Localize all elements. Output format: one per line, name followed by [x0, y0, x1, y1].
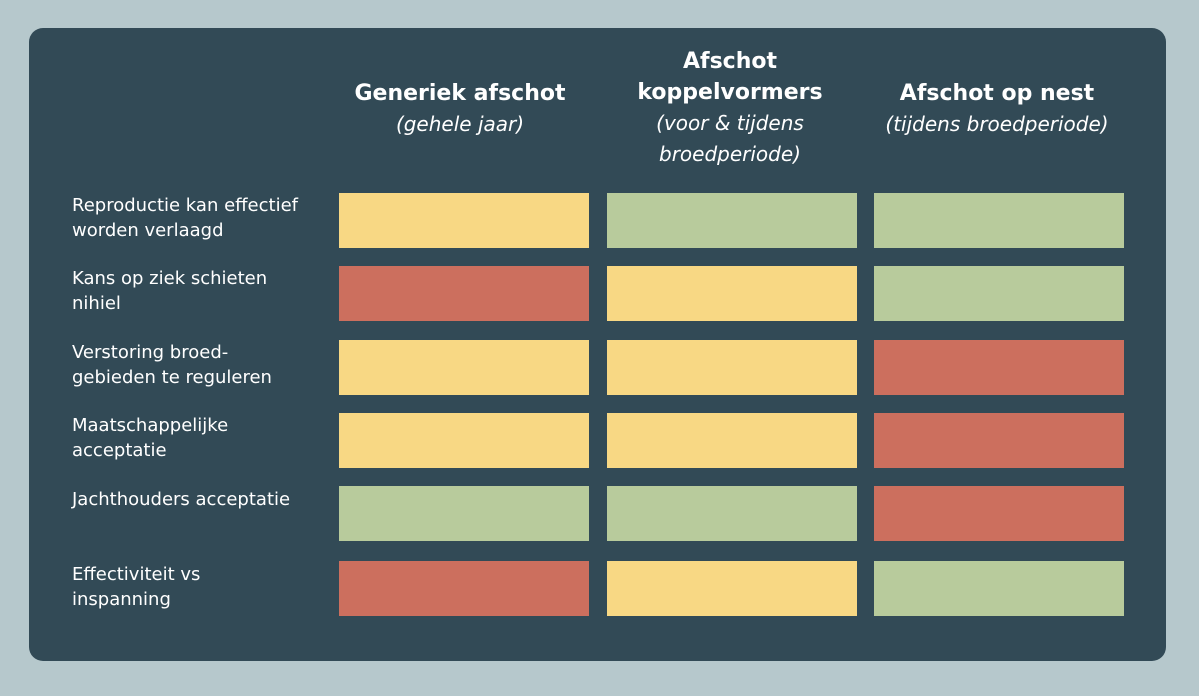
rating-cell-green [339, 486, 589, 541]
row-label: Maatschappelijke acceptatie [72, 415, 229, 461]
rating-cell-yellow [339, 413, 589, 468]
column-title: Afschot op nest [899, 81, 1095, 106]
column-subtitle: (voor & tijdens broedperiode) [656, 111, 804, 166]
rating-cell-green [874, 561, 1124, 616]
row-label: Reproductie kan effectief worden verlaag… [72, 195, 298, 241]
column-title: Generiek afschot [354, 81, 566, 106]
row-label: Kans op ziek schieten nihiel [72, 268, 268, 314]
column-subtitle: (gehele jaar) [395, 112, 525, 136]
rating-cell-yellow [339, 193, 589, 248]
row-label: Effectiviteit vs inspanning [72, 564, 201, 610]
rating-cell-red [874, 340, 1124, 395]
column-title: Afschot koppelvormers [637, 49, 823, 105]
rating-cell-red [339, 561, 589, 616]
rating-cell-yellow [607, 340, 857, 395]
rating-cell-yellow [607, 413, 857, 468]
column-header-koppelvormers: Afschot koppelvormers (voor & tijdens br… [605, 46, 855, 170]
rating-cell-green [874, 193, 1124, 248]
rating-cell-yellow [607, 561, 857, 616]
rating-cell-green [607, 486, 857, 541]
column-subtitle: (tijdens broedperiode) [885, 112, 1109, 136]
rating-cell-green [874, 266, 1124, 321]
rating-cell-red [874, 486, 1124, 541]
rating-cell-yellow [339, 340, 589, 395]
rating-cell-red [339, 266, 589, 321]
rating-cell-green [607, 193, 857, 248]
row-label: Verstoring broed- gebieden te reguleren [72, 342, 272, 388]
column-header-generiek: Generiek afschot (gehele jaar) [335, 78, 585, 140]
row-label: Jachthouders acceptatie [72, 489, 291, 510]
rating-cell-yellow [607, 266, 857, 321]
comparison-panel: Generiek afschot (gehele jaar) Afschot k… [29, 28, 1166, 661]
column-header-nest: Afschot op nest (tijdens broedperiode) [872, 78, 1122, 140]
rating-cell-red [874, 413, 1124, 468]
